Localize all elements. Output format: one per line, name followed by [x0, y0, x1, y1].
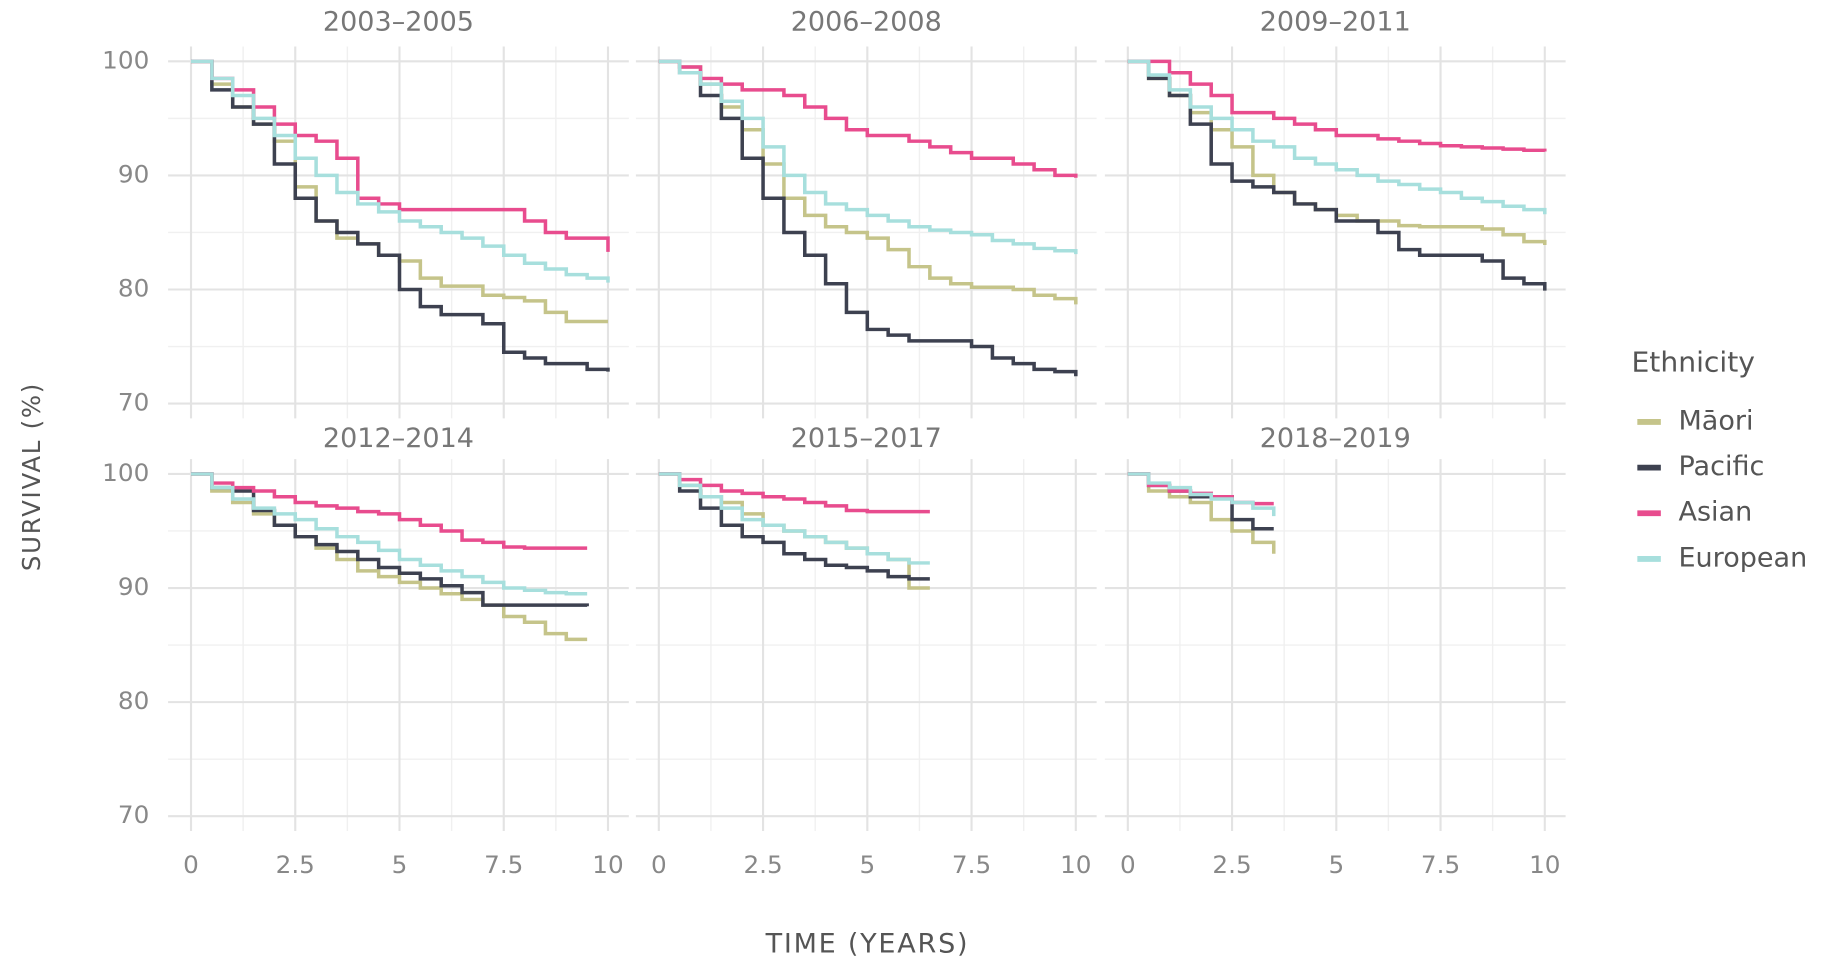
survival-line: [1127, 472, 1276, 554]
survival-line: [191, 472, 588, 596]
x-tick-label: 5: [1328, 850, 1344, 879]
x-tick-label: 2.5: [276, 850, 315, 879]
y-tick-label: 100: [102, 458, 149, 487]
legend-title: Ethnicity: [1631, 346, 1755, 379]
x-tick-label: 7.5: [1421, 850, 1460, 879]
legend-label: Māori: [1678, 406, 1753, 437]
y-tick-label: 70: [118, 388, 149, 417]
x-tick-label: 5: [859, 850, 875, 879]
x-tick-label: 10: [592, 850, 623, 879]
y-tick-label: 100: [102, 45, 149, 74]
survival-line: [191, 59, 610, 372]
survival-line: [658, 59, 1078, 255]
canvas: TIME (YEARS) SURVIVAL (%) Ethnicity 2003…: [17, 7, 1807, 960]
y-tick-label: 80: [118, 686, 149, 715]
panel-title: 2003–2005: [323, 7, 474, 38]
x-tick-label: 0: [183, 850, 199, 879]
survival-line: [658, 59, 1078, 178]
panel-title: 2009–2011: [1260, 7, 1411, 38]
y-axis-label: SURVIVAL (%): [17, 382, 46, 571]
panel-title: 2012–2014: [323, 423, 474, 454]
x-tick-label: 2.5: [743, 850, 782, 879]
panel-title: 2015–2017: [791, 423, 942, 454]
y-tick-label: 80: [118, 274, 149, 303]
x-axis-label: TIME (YEARS): [765, 929, 970, 960]
survival-line: [658, 59, 1078, 377]
x-tick-label: 10: [1529, 850, 1560, 879]
y-tick-label: 70: [118, 800, 149, 829]
survival-line: [1127, 59, 1547, 215]
x-tick-label: 7.5: [952, 850, 991, 879]
y-tick-label: 90: [118, 572, 149, 601]
panel-title: 2006–2008: [791, 7, 942, 38]
x-tick-label: 0: [1120, 850, 1136, 879]
panel-title: 2018–2019: [1260, 423, 1411, 454]
x-tick-label: 2.5: [1212, 850, 1251, 879]
survival-line: [191, 472, 588, 642]
x-tick-label: 7.5: [484, 850, 523, 879]
survival-line: [191, 472, 589, 607]
survival-line: [658, 472, 930, 565]
x-tick-label: 0: [651, 850, 667, 879]
survival-line: [191, 59, 610, 283]
survival-line: [1127, 59, 1547, 291]
legend-label: European: [1678, 543, 1807, 574]
legend-label: Asian: [1678, 497, 1752, 528]
survival-line: [191, 472, 588, 550]
x-tick-label: 10: [1060, 850, 1091, 879]
x-tick-label: 5: [392, 850, 408, 879]
survival-line: [658, 472, 930, 581]
survival-line: [1127, 59, 1547, 153]
survival-line: [1127, 472, 1276, 517]
y-tick-label: 90: [118, 160, 149, 189]
survival-line: [658, 59, 1078, 305]
legend-label: Pacific: [1678, 451, 1764, 482]
